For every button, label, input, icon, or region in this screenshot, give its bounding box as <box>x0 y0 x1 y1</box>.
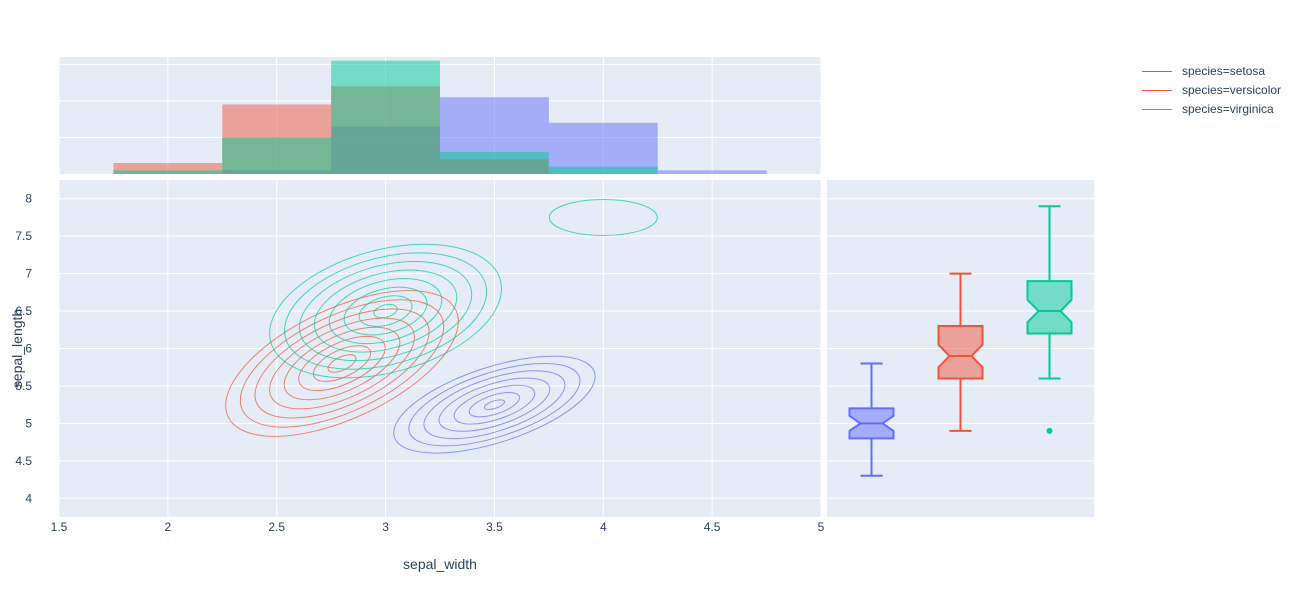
legend-swatch-versicolor <box>1142 90 1172 91</box>
x-tick-label: 2.5 <box>268 520 285 534</box>
box-setosa <box>848 362 895 477</box>
histogram-bar <box>222 137 332 174</box>
density-contour <box>408 363 581 447</box>
y-axis-title: sepal_length <box>9 309 25 388</box>
y-tick-label: 5 <box>25 416 32 430</box>
y-tick-label: 4 <box>25 491 32 505</box>
density-contour <box>438 377 551 432</box>
density-contour <box>423 370 566 440</box>
y-tick-label: 7.5 <box>15 229 32 243</box>
density-contour <box>312 345 372 382</box>
y-tick-label: 5.5 <box>15 379 32 393</box>
density-contour <box>313 269 458 353</box>
density-contour <box>343 286 428 336</box>
y-tick-label: 6 <box>25 342 32 356</box>
x-tick-label: 2 <box>165 520 172 534</box>
x-tick-label: 1.5 <box>51 520 68 534</box>
y-tick-label: 8 <box>25 192 32 206</box>
density-contour <box>298 335 386 392</box>
histogram-bar <box>113 163 223 174</box>
histogram-bar <box>440 152 549 174</box>
density-contour <box>393 355 596 454</box>
density-contour <box>483 399 505 411</box>
histogram-bar <box>113 170 223 174</box>
density-contour <box>284 252 488 370</box>
density-contour <box>328 278 443 344</box>
density-contour <box>373 303 398 319</box>
legend-label-setosa: species=setosa <box>1182 64 1266 78</box>
box-virginica <box>1026 205 1073 434</box>
density-contour <box>358 295 413 327</box>
y-tick-label: 6.5 <box>15 304 32 318</box>
legend-swatch-virginica <box>1142 109 1172 110</box>
y-tick-label: 4.5 <box>15 454 32 468</box>
density-contour <box>225 290 459 437</box>
density-contour <box>269 317 415 410</box>
y-tick-label: 7 <box>25 267 32 281</box>
histogram-bar <box>331 60 440 174</box>
legend-label-virginica: species=virginica <box>1182 102 1274 116</box>
histogram-bar <box>548 122 658 174</box>
density-contour <box>283 326 401 401</box>
histogram-bar <box>657 170 767 174</box>
histogram-bar <box>548 166 658 174</box>
density-contour <box>548 198 658 236</box>
density-contour <box>269 243 502 379</box>
box-body <box>1026 280 1073 335</box>
density-contour <box>298 260 473 362</box>
x-tick-label: 3.5 <box>486 520 503 534</box>
x-tick-label: 3 <box>382 520 389 534</box>
x-tick-label: 4.5 <box>704 520 721 534</box>
x-tick-label: 5 <box>818 520 825 534</box>
x-axis-title: sepal_width <box>403 556 477 572</box>
legend-label-versicolor: species=versicolor <box>1182 83 1282 97</box>
box-versicolor <box>937 272 984 432</box>
x-tick-label: 4 <box>600 520 607 534</box>
density-contour <box>468 392 521 418</box>
density-contour <box>239 299 445 428</box>
density-contour <box>453 384 536 425</box>
legend-swatch-setosa <box>1142 71 1172 72</box>
box-outlier <box>1046 427 1053 434</box>
box-body <box>937 325 984 380</box>
